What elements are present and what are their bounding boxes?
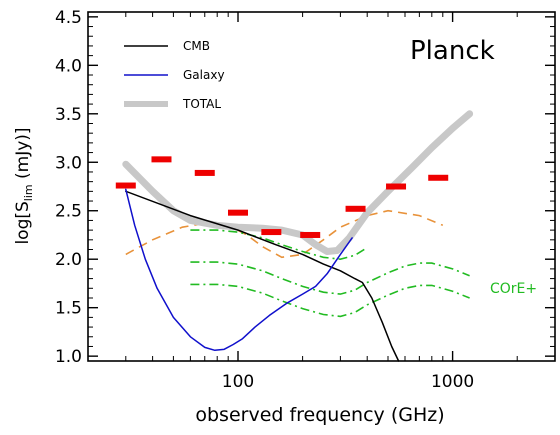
y-tick-label: 1.5: [55, 299, 82, 319]
planck-limit-marker: [151, 156, 172, 163]
core-curve-4: [190, 283, 470, 318]
planck-limit-marker: [115, 182, 136, 189]
legend-label-cmb: CMB: [183, 39, 210, 53]
plot-frame: [87, 11, 556, 362]
y-tick-label: 1.0: [55, 347, 82, 367]
y-tick-label: 4.0: [55, 56, 82, 76]
y-tick-label: 2.0: [55, 250, 82, 270]
y-axis-label: log[Slim (mJy)]: [13, 127, 35, 244]
y-axis-label-main: log[S: [13, 201, 33, 244]
y-tick-label: 2.5: [55, 202, 82, 222]
planck-limit-marker: [300, 231, 321, 238]
core-curve-1: [125, 209, 444, 259]
legend-label-total: TOTAL: [182, 97, 221, 111]
series-line-galaxy: [125, 188, 353, 352]
x-tick-label: 1000: [431, 372, 474, 392]
planck-limit-marker: [261, 229, 282, 236]
y-tick-label: 4.5: [55, 8, 82, 28]
planck-limit-marker: [386, 183, 407, 190]
series-line-cmb: [125, 190, 400, 362]
planck-limit-marker: [428, 174, 449, 181]
planck-limit-marker: [194, 169, 215, 176]
y-axis-label-sub: lim: [22, 184, 35, 201]
x-tick-label: 100: [222, 372, 254, 392]
x-axis-label: observed frequency (GHz): [195, 404, 444, 426]
series-line-total: [122, 110, 474, 255]
y-tick-label: 3.5: [55, 105, 82, 125]
core-annotation: COrE+: [490, 281, 537, 297]
legend-label-galaxy: Galaxy: [183, 68, 225, 82]
core-curve-3: [190, 261, 470, 295]
planck-limit-marker: [228, 209, 249, 216]
y-axis-label-tail: (mJy)]: [13, 127, 33, 184]
y-tick-label: 3.0: [55, 153, 82, 173]
planck-annotation: Planck: [410, 36, 495, 66]
planck-limit-marker: [345, 205, 366, 212]
